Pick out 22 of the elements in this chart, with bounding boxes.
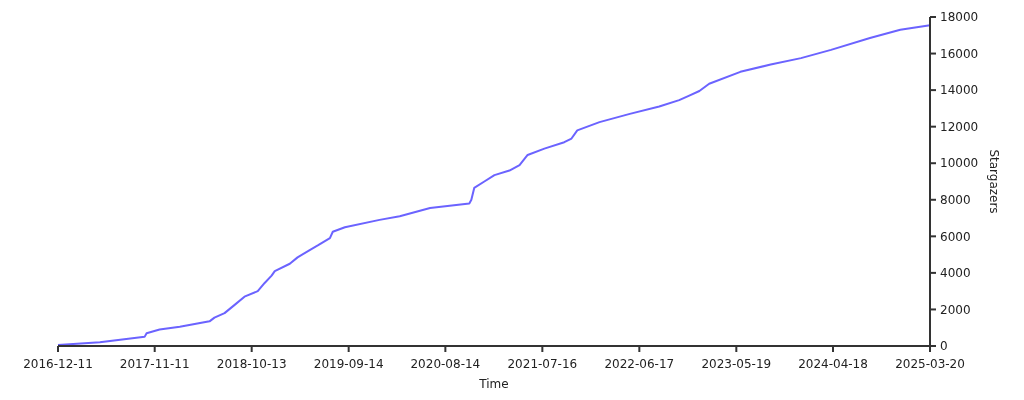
x-tick-label: 2022-06-17 xyxy=(604,357,675,371)
y-tick-label: 0 xyxy=(940,339,948,354)
x-tick-label: 2019-09-14 xyxy=(313,357,384,371)
y-tick-label: 8000 xyxy=(940,192,971,207)
x-tick-label: 2020-08-14 xyxy=(410,357,481,371)
x-tick-label: 2021-07-16 xyxy=(507,357,578,371)
y-tick-label: 6000 xyxy=(940,229,971,244)
y-tick-label: 14000 xyxy=(940,83,979,98)
y-tick-label: 10000 xyxy=(940,156,979,171)
x-tick-label: 2018-10-13 xyxy=(216,357,287,371)
y-tick-label: 18000 xyxy=(940,10,979,25)
x-tick-label: 2016-12-11 xyxy=(23,357,93,371)
y-tick-label: 12000 xyxy=(940,119,979,134)
y-tick-label: 16000 xyxy=(940,46,979,61)
x-axis-title: Time xyxy=(478,377,509,391)
x-tick-label: 2017-11-11 xyxy=(119,357,190,371)
y-axis-title: Stargazers xyxy=(987,149,1001,214)
x-tick-label: 2024-04-18 xyxy=(798,357,868,371)
y-tick-label: 2000 xyxy=(940,302,971,317)
x-tick-label: 2025-03-20 xyxy=(895,357,965,371)
y-tick-label: 4000 xyxy=(940,266,971,281)
x-tick-label: 2023-05-19 xyxy=(701,357,772,371)
